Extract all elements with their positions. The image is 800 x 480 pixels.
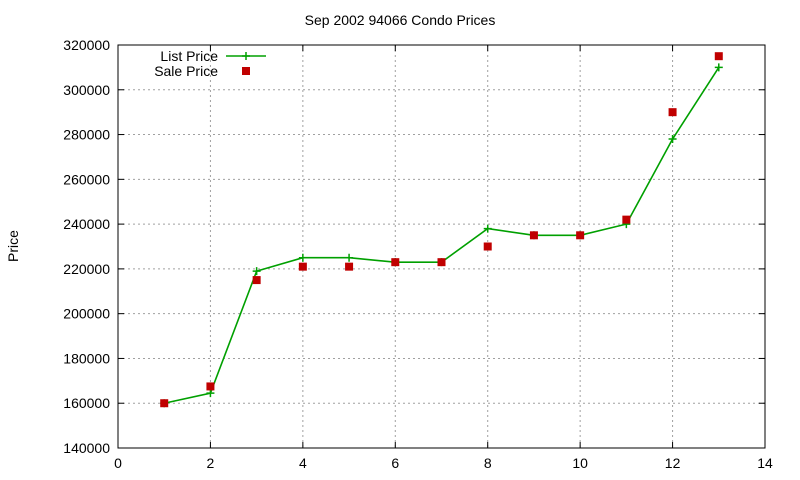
- sale-price-point: [622, 215, 631, 224]
- x-tick-label: 0: [114, 455, 122, 471]
- x-tick-label: 4: [299, 455, 307, 471]
- x-tick-label: 10: [572, 455, 588, 471]
- y-tick-label: 300000: [63, 82, 110, 98]
- y-tick-label: 160000: [63, 395, 110, 411]
- sale-price-point: [391, 258, 400, 267]
- legend-label: Sale Price: [154, 63, 218, 79]
- x-tick-label: 14: [757, 455, 773, 471]
- sale-price-point: [576, 231, 585, 240]
- series-line-list-price: [164, 66, 720, 405]
- list-price-point: [345, 253, 354, 262]
- legend-marker-sale-price: [242, 67, 250, 75]
- list-price-point: [483, 224, 492, 233]
- sale-price-point: [345, 262, 354, 271]
- y-tick-label: 240000: [63, 216, 110, 232]
- x-tick-label: 8: [484, 455, 492, 471]
- y-tick-label: 320000: [63, 37, 110, 53]
- plot-frame: [117, 44, 766, 449]
- sale-price-point: [252, 276, 261, 285]
- list-price-point: [206, 389, 215, 398]
- list-price-point: [668, 135, 677, 144]
- y-tick-label: 140000: [63, 440, 110, 456]
- y-tick-label: 220000: [63, 261, 110, 277]
- sale-price-point: [668, 108, 677, 117]
- sale-price-point: [483, 242, 492, 251]
- y-tick-label: 280000: [63, 127, 110, 143]
- list-price-point: [714, 63, 723, 72]
- sale-price-point: [206, 382, 215, 391]
- legend-label: List Price: [160, 48, 218, 64]
- y-tick-label: 260000: [63, 171, 110, 187]
- x-tick-label: 6: [391, 455, 399, 471]
- chart-title: Sep 2002 94066 Condo Prices: [304, 12, 496, 28]
- legend-marker-list-price: [242, 52, 250, 60]
- sale-price-point: [529, 231, 538, 240]
- sale-price-point: [437, 258, 446, 267]
- y-tick-label: 200000: [63, 306, 110, 322]
- list-price-point: [298, 253, 307, 262]
- sale-price-point: [160, 399, 169, 408]
- x-tick-label: 12: [665, 455, 681, 471]
- x-tick-label: 2: [207, 455, 215, 471]
- sale-price-point: [714, 52, 723, 61]
- list-price-point: [252, 267, 261, 276]
- y-tick-label: 180000: [63, 350, 110, 366]
- sale-price-point: [298, 262, 307, 271]
